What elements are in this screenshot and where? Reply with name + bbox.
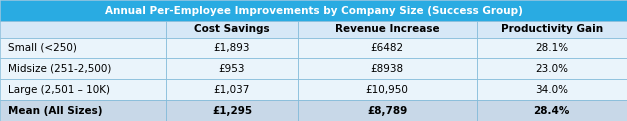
Bar	[298, 100, 477, 121]
Text: £10,950: £10,950	[366, 85, 409, 95]
Text: Mean (All Sizes): Mean (All Sizes)	[8, 106, 102, 116]
Text: Revenue Increase: Revenue Increase	[335, 24, 440, 34]
Text: Large (2,501 – 10K): Large (2,501 – 10K)	[8, 85, 110, 95]
Bar	[298, 21, 477, 38]
Text: £1,037: £1,037	[214, 85, 250, 95]
Bar	[0, 38, 166, 58]
Bar	[477, 21, 627, 38]
Bar	[0, 0, 627, 21]
Bar	[166, 21, 298, 38]
Bar	[166, 100, 298, 121]
Text: Productivity Gain: Productivity Gain	[501, 24, 603, 34]
Bar	[298, 79, 477, 100]
Bar	[477, 58, 627, 79]
Bar	[166, 38, 298, 58]
Bar	[0, 58, 166, 79]
Text: Midsize (251-2,500): Midsize (251-2,500)	[8, 64, 111, 74]
Bar	[298, 58, 477, 79]
Text: £1,295: £1,295	[212, 106, 252, 116]
Text: 28.4%: 28.4%	[534, 106, 570, 116]
Text: Small (<250): Small (<250)	[8, 43, 76, 53]
Bar	[166, 79, 298, 100]
Text: £8938: £8938	[371, 64, 404, 74]
Text: 23.0%: 23.0%	[535, 64, 568, 74]
Bar	[0, 79, 166, 100]
Text: Cost Savings: Cost Savings	[194, 24, 270, 34]
Bar	[0, 100, 166, 121]
Bar	[477, 38, 627, 58]
Text: 34.0%: 34.0%	[535, 85, 568, 95]
Text: £6482: £6482	[371, 43, 404, 53]
Bar	[477, 100, 627, 121]
Bar	[298, 38, 477, 58]
Text: 28.1%: 28.1%	[535, 43, 568, 53]
Bar	[166, 58, 298, 79]
Text: £1,893: £1,893	[214, 43, 250, 53]
Bar	[477, 79, 627, 100]
Text: £8,789: £8,789	[367, 106, 408, 116]
Text: Annual Per-Employee Improvements by Company Size (Success Group): Annual Per-Employee Improvements by Comp…	[105, 6, 522, 16]
Text: £953: £953	[219, 64, 245, 74]
Bar	[0, 21, 166, 38]
